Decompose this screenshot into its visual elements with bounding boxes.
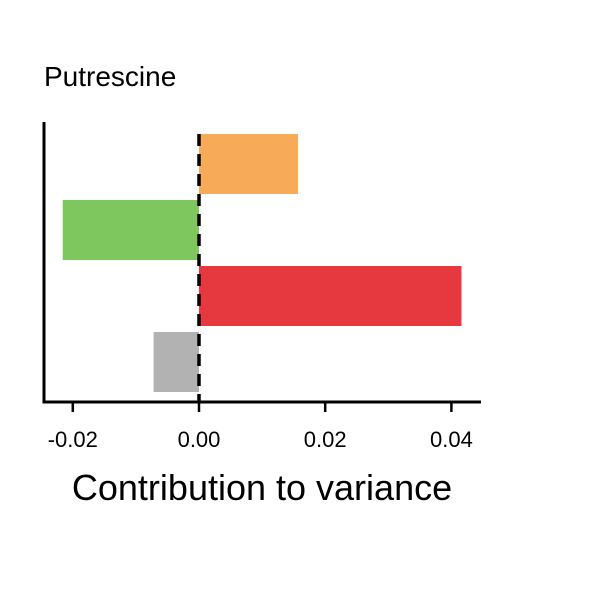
chart-title: Putrescine bbox=[44, 61, 176, 92]
x-tick-label: 0.02 bbox=[304, 427, 347, 452]
bar-3 bbox=[199, 266, 462, 326]
x-tick-label: 0.00 bbox=[178, 427, 221, 452]
bar-4 bbox=[153, 332, 199, 392]
x-tick-label: 0.04 bbox=[430, 427, 473, 452]
bar-1 bbox=[199, 134, 299, 194]
x-axis-label: Contribution to variance bbox=[72, 467, 452, 508]
bar-2 bbox=[62, 200, 200, 260]
x-tick-label: -0.02 bbox=[48, 427, 98, 452]
axes-group bbox=[42, 122, 481, 404]
x-ticks-group: -0.02 0.00 0.02 0.04 bbox=[48, 402, 473, 452]
bars-group bbox=[62, 134, 462, 392]
